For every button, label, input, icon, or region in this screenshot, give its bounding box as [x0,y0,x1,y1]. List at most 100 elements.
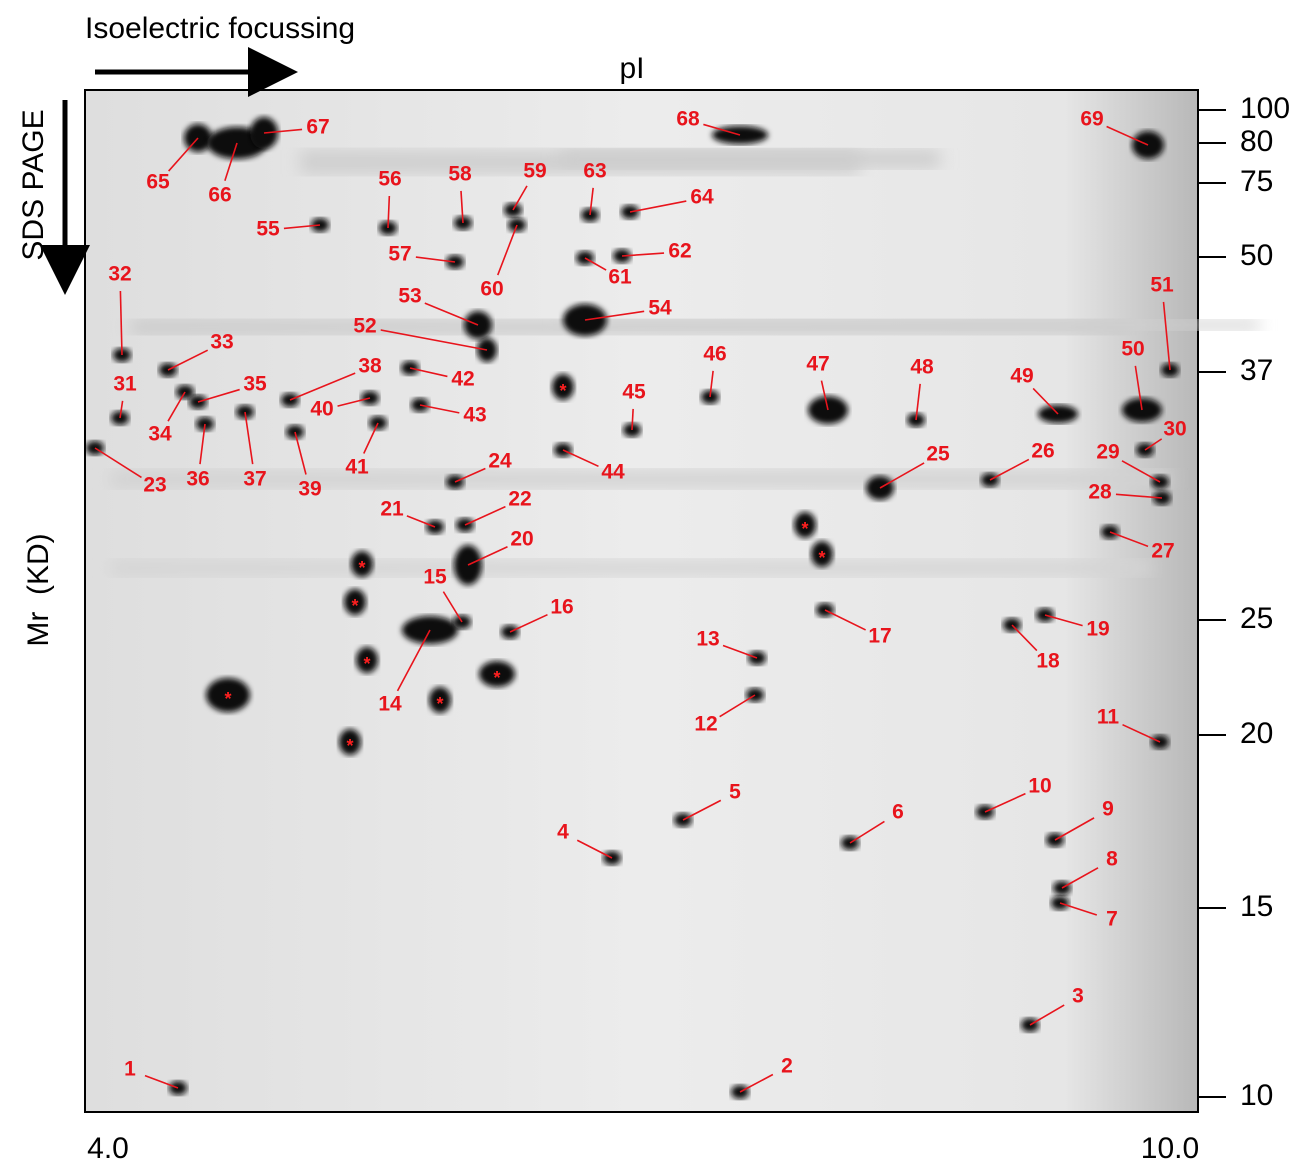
leader-line [682,799,722,821]
spot-label: 62 [668,240,691,263]
leader-line [1029,1004,1065,1026]
spot-label: 36 [186,468,209,491]
spot-label: 58 [448,163,472,186]
leader-line [1061,867,1099,889]
leader-line [197,388,240,403]
mw-label: 80 [1240,125,1273,158]
leader-line [363,422,379,454]
leader-line [1011,624,1038,652]
spot-label: 15 [423,566,447,589]
leader-line [167,391,186,422]
gel-smear [560,150,940,168]
sds-label: SDS PAGE [17,109,50,260]
spot-label: 14 [378,693,402,716]
leader-line [263,128,303,134]
leader-line [631,408,634,431]
protein-spot [794,512,816,538]
spot-label: 37 [243,468,266,491]
spot-label: 27 [1151,540,1174,563]
leader-line [454,467,486,483]
spot-label: 53 [398,285,421,308]
spot-label: 24 [488,450,512,473]
spot-marker: * [346,736,353,756]
leader-line [621,252,665,257]
spot-label: 4 [557,821,569,844]
spot-label: 63 [583,160,606,183]
spot-label: 33 [210,331,233,354]
protein-spot [613,249,631,263]
spot-label: 10 [1028,775,1051,798]
leader-line [144,1074,179,1089]
leader-line [584,257,607,271]
spot-label: 19 [1086,618,1109,641]
spot-label: 23 [143,474,166,497]
spot-label: 59 [523,160,546,183]
spot-label: 8 [1106,848,1118,871]
protein-spot [351,551,373,577]
leader-line [424,302,479,326]
leader-line [396,629,431,692]
spot-marker: * [436,694,443,714]
gel-area [84,89,1199,1113]
protein-spot [344,589,366,615]
spot-label: 69 [1080,108,1103,131]
spot-label: 28 [1088,481,1112,504]
leader-line [1121,460,1161,483]
protein-spot [429,687,451,713]
leader-line [820,380,829,411]
spot-marker: * [358,558,365,578]
spot-label: 18 [1036,650,1060,673]
spot-label: 56 [378,168,401,191]
protein-spot [811,541,833,567]
leader-line [1144,438,1163,451]
spot-label: 68 [676,108,700,131]
spot-label: 49 [1010,365,1033,388]
leader-line [289,372,356,401]
spot-label: 31 [113,373,137,396]
spot-label: 16 [550,596,573,619]
spot-label: 39 [298,478,321,501]
leader-line [244,411,254,465]
leader-line [589,187,594,216]
spot-label: 32 [108,263,131,286]
leader-line [119,400,124,419]
leader-line [409,367,448,378]
spot-label: 43 [463,404,486,427]
spot-label: 20 [510,528,533,551]
leader-line [512,185,528,211]
leader-line [1044,614,1083,627]
leader-line [94,447,142,479]
mw-label: 100 [1240,92,1290,125]
spot-label: 60 [480,278,503,301]
spot-label: 34 [148,423,172,446]
gel-spots [86,117,1260,1099]
leader-line [1122,723,1161,743]
spot-label: 67 [306,116,329,139]
leader-line [739,1073,774,1093]
leader-line [1109,531,1149,548]
spot-label: 25 [926,443,950,466]
spot-marker: * [224,689,231,709]
leader-line [119,290,123,356]
spot-label: 38 [358,355,382,378]
spot-label: 65 [146,171,170,194]
leader-line [1162,301,1171,371]
mw-label: 20 [1240,717,1273,750]
spot-label: 50 [1121,338,1144,361]
protein-spot [206,678,250,712]
leader-line [1054,817,1095,841]
spot-marker: * [801,519,808,539]
spot-label: 1 [124,1058,136,1081]
spot-label: 26 [1031,440,1054,463]
spot-marker: * [363,654,370,674]
spot-marker: * [351,596,358,616]
leader-line [415,256,456,263]
spot-label: 66 [208,184,231,207]
spot-marker: * [493,668,500,688]
spot-label: 64 [690,186,714,209]
spot-label: 3 [1072,985,1084,1008]
spot-marker: * [818,548,825,568]
leader-line [337,397,371,407]
spot-marker: * [559,381,566,401]
